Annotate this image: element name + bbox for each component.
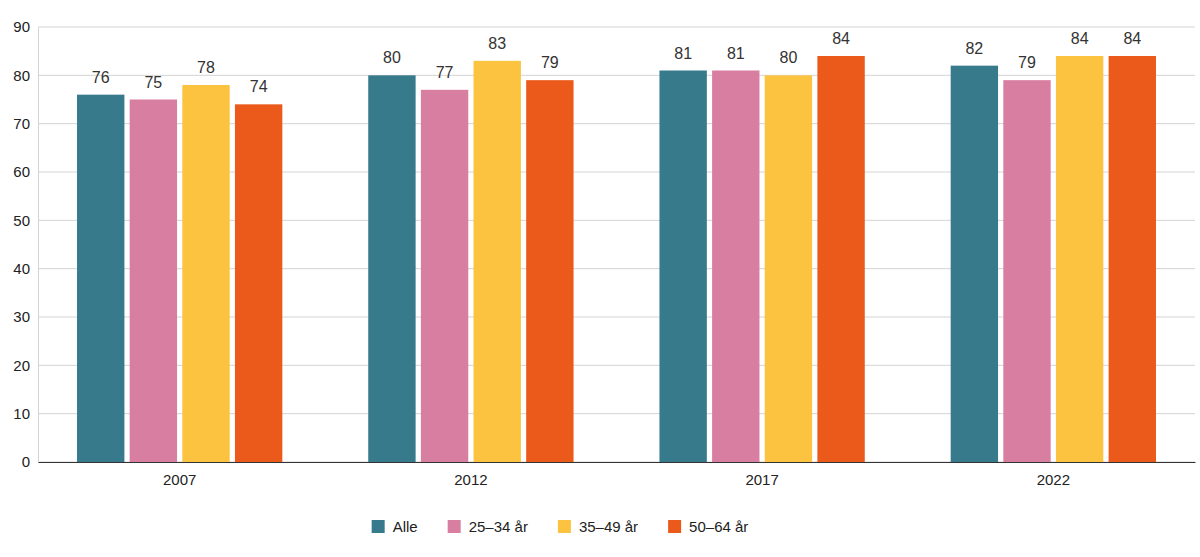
- bars: [77, 56, 1156, 462]
- y-tick-label: 0: [22, 453, 30, 470]
- y-tick: 50: [13, 212, 38, 229]
- bar: [421, 90, 468, 462]
- y-tick: 80: [13, 67, 38, 84]
- y-tick-label: 90: [13, 18, 30, 35]
- data-labels: 76 80 81 82 75 77 81 79 78 83 80 84 74 79 84 84: [92, 30, 1141, 95]
- bar: [474, 61, 521, 462]
- data-label: 75: [144, 74, 162, 91]
- data-label: 76: [92, 69, 110, 86]
- bar: [712, 71, 759, 463]
- bar: [526, 80, 573, 462]
- legend-item: 35–49 år: [558, 518, 638, 535]
- grid-line: [38, 27, 1195, 28]
- data-label: 84: [1071, 30, 1089, 47]
- x-tick: 2007: [163, 462, 196, 488]
- legend-swatch: [448, 520, 461, 533]
- x-tick-label: 2022: [1037, 471, 1070, 488]
- legend-label: Alle: [393, 518, 418, 535]
- x-tick: 2012: [454, 462, 487, 488]
- bar: [1109, 56, 1156, 462]
- data-label: 79: [1018, 54, 1036, 71]
- bar: [182, 85, 229, 462]
- y-tick: 70: [13, 115, 38, 132]
- y-tick-label: 30: [13, 308, 30, 325]
- legend-swatch: [668, 520, 681, 533]
- legend-swatch: [372, 520, 385, 533]
- data-label: 77: [436, 64, 454, 81]
- y-tick-label: 70: [13, 115, 30, 132]
- legend-label: 50–64 år: [689, 518, 748, 535]
- y-tick-label: 40: [13, 260, 30, 277]
- bar: [765, 75, 812, 462]
- x-tick: 2022: [1037, 462, 1070, 488]
- chart: 0 10 20 30 40 50 60 70 80 90 76 80 81 82 75 77 81 79 78 83 8…: [0, 0, 1200, 557]
- plot: 0 10 20 30 40 50 60 70 80 90 76 80 81 82 75 77 81 79 78 83 8…: [13, 18, 1195, 487]
- y-tick-label: 80: [13, 67, 30, 84]
- legend-item: Alle: [372, 518, 418, 535]
- bar: [368, 75, 415, 462]
- bar: [1056, 56, 1103, 462]
- x-tick-label: 2012: [454, 471, 487, 488]
- y-axis-line: [38, 28, 39, 463]
- data-label: 80: [383, 49, 401, 66]
- y-tick: 40: [13, 260, 38, 277]
- bar: [130, 100, 177, 463]
- legend-item: 50–64 år: [668, 518, 748, 535]
- bar: [817, 56, 864, 462]
- data-label: 74: [250, 78, 268, 95]
- data-label: 84: [1123, 30, 1141, 47]
- data-label: 81: [674, 45, 692, 62]
- y-tick-label: 50: [13, 212, 30, 229]
- x-tick-label: 2017: [745, 471, 778, 488]
- grid: [38, 27, 1195, 462]
- y-tick: 20: [13, 357, 38, 374]
- x-tick: 2017: [745, 462, 778, 488]
- x-axis-line: [39, 462, 1196, 463]
- data-label: 81: [727, 45, 745, 62]
- bar: [1003, 80, 1050, 462]
- x-tick-label: 2007: [163, 471, 196, 488]
- data-label: 78: [197, 59, 215, 76]
- bar: [235, 104, 282, 462]
- data-label: 82: [965, 40, 983, 57]
- data-label: 79: [541, 54, 559, 71]
- y-axis: 0 10 20 30 40 50 60 70 80 90: [13, 18, 38, 470]
- y-tick: 0: [22, 453, 38, 470]
- y-tick-label: 10: [13, 405, 30, 422]
- y-tick: 30: [13, 308, 38, 325]
- legend-swatch: [558, 520, 571, 533]
- bar: [77, 95, 124, 462]
- data-label: 83: [488, 35, 506, 52]
- data-label: 80: [780, 49, 798, 66]
- legend-label: 25–34 år: [469, 518, 528, 535]
- y-tick-label: 60: [13, 163, 30, 180]
- x-axis: 2007 2012 2017 2022: [39, 462, 1196, 488]
- y-tick-label: 20: [13, 357, 30, 374]
- legend-item: 25–34 år: [448, 518, 528, 535]
- y-tick: 60: [13, 163, 38, 180]
- bar: [659, 71, 706, 463]
- bar: [951, 66, 998, 462]
- legend-label: 35–49 år: [579, 518, 638, 535]
- y-tick: 90: [13, 18, 38, 35]
- y-tick: 10: [13, 405, 38, 422]
- legend: Alle 25–34 år 35–49 år 50–64 år: [372, 518, 749, 535]
- data-label: 84: [832, 30, 850, 47]
